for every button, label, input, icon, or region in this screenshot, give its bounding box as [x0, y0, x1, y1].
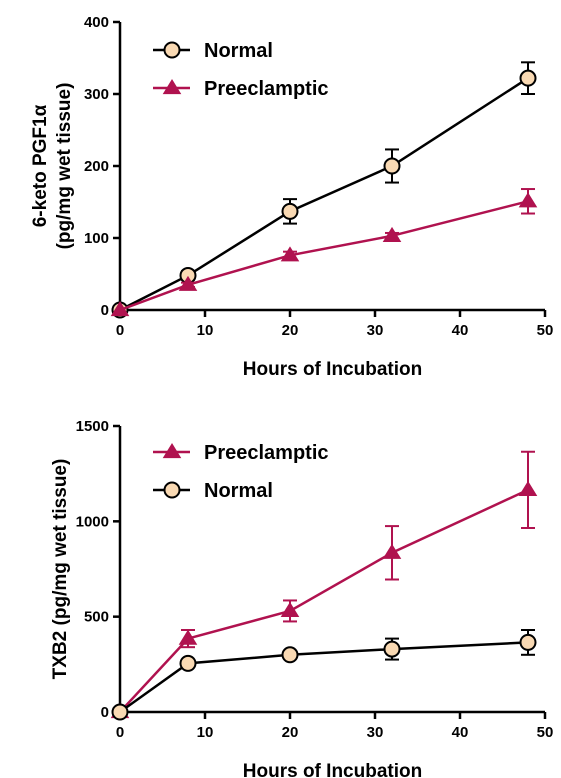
- legend-label: Preeclamptic: [204, 442, 329, 464]
- data-point: [518, 192, 538, 208]
- data-point: [178, 275, 198, 291]
- chart-1: 0 10 20 30 40 50 0 100 200 300 400 Hours of Incubat…: [30, 14, 553, 380]
- legend-marker: [162, 443, 182, 459]
- y-tick-label: 200: [84, 158, 109, 175]
- y-tick-label: 1000: [76, 513, 109, 530]
- x-tick-label: 30: [367, 724, 384, 741]
- legend-marker: [163, 481, 181, 499]
- x-tick-label: 10: [197, 322, 214, 339]
- data-point: [519, 69, 537, 87]
- x-tick-label: 20: [282, 322, 299, 339]
- y-tick-label: 0: [101, 704, 109, 721]
- x-tick-label: 30: [367, 322, 384, 339]
- x-tick-label: 10: [197, 724, 214, 741]
- data-point: [281, 202, 299, 220]
- data-point: [383, 157, 401, 175]
- y-axis-title: TXB2 (pg/mg wet tissue): [50, 459, 71, 680]
- x-tick-label: 20: [282, 724, 299, 741]
- data-point: [382, 543, 402, 559]
- data-point: [281, 646, 299, 664]
- y-tick-label: 300: [84, 86, 109, 103]
- y-axis-title: (pg/mg wet tissue): [54, 83, 75, 250]
- data-point: [382, 226, 402, 242]
- y-axis-title: 6-keto PGF1α: [30, 104, 51, 227]
- y-tick-label: 400: [84, 14, 109, 31]
- legend-entry: Preeclamptic: [153, 78, 329, 100]
- data-point: [111, 703, 129, 721]
- y-tick-label: 1500: [76, 418, 109, 435]
- data-point: [179, 654, 197, 672]
- legend-entry: Normal: [153, 480, 273, 502]
- legend-label: Normal: [204, 40, 273, 62]
- x-tick-label: 40: [452, 724, 469, 741]
- data-point: [178, 629, 198, 645]
- legend-entry: Normal: [153, 40, 273, 62]
- data-point: [518, 480, 538, 496]
- series-normal: [111, 61, 537, 319]
- data-point: [383, 640, 401, 658]
- legend-marker: [163, 41, 181, 59]
- x-tick-label: 0: [116, 724, 124, 741]
- y-tick-label: 500: [84, 609, 109, 626]
- legend-label: Preeclamptic: [204, 78, 329, 100]
- legend-marker: [162, 79, 182, 95]
- data-point: [280, 246, 300, 262]
- y-tick-label: 100: [84, 230, 109, 247]
- x-tick-label: 40: [452, 322, 469, 339]
- series-line: [119, 488, 529, 713]
- series-preeclamptic: [110, 188, 538, 317]
- x-tick-label: 0: [116, 322, 124, 339]
- series-normal: [111, 629, 537, 721]
- legend-entry: Preeclamptic: [153, 442, 329, 464]
- legend-label: Normal: [204, 480, 273, 502]
- data-point: [280, 601, 300, 618]
- x-tick-label: 50: [537, 322, 554, 339]
- series-line: [119, 200, 529, 312]
- x-tick-label: 50: [537, 724, 554, 741]
- x-axis-title: Hours of Incubation: [243, 761, 422, 778]
- series-preeclamptic: [110, 450, 538, 719]
- data-point: [519, 633, 537, 651]
- series-line: [119, 641, 529, 714]
- y-tick-label: 0: [101, 302, 109, 319]
- data-point: [110, 301, 130, 317]
- x-axis-title: Hours of Incubation: [243, 359, 422, 380]
